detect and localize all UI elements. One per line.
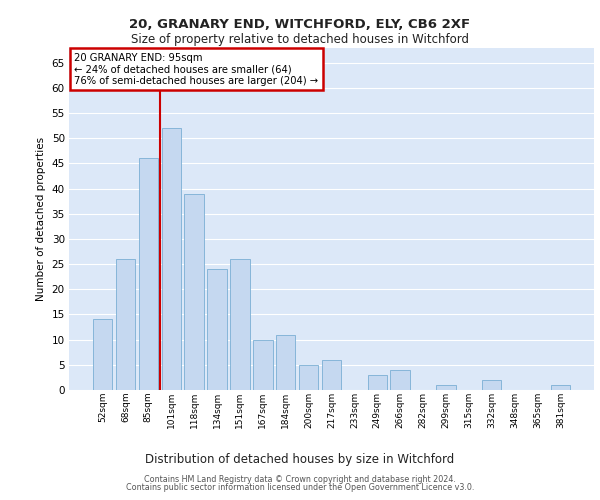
Bar bbox=[482, 380, 502, 390]
Bar bbox=[391, 370, 410, 390]
Bar bbox=[139, 158, 158, 390]
Text: Contains HM Land Registry data © Crown copyright and database right 2024.: Contains HM Land Registry data © Crown c… bbox=[144, 475, 456, 484]
Text: Contains public sector information licensed under the Open Government Licence v3: Contains public sector information licen… bbox=[126, 483, 474, 492]
Text: Size of property relative to detached houses in Witchford: Size of property relative to detached ho… bbox=[131, 32, 469, 46]
Bar bbox=[93, 320, 112, 390]
Bar bbox=[276, 334, 295, 390]
Text: 20, GRANARY END, WITCHFORD, ELY, CB6 2XF: 20, GRANARY END, WITCHFORD, ELY, CB6 2XF bbox=[130, 18, 470, 30]
Bar bbox=[322, 360, 341, 390]
Bar bbox=[230, 259, 250, 390]
Bar bbox=[299, 365, 319, 390]
Text: 20 GRANARY END: 95sqm
← 24% of detached houses are smaller (64)
76% of semi-deta: 20 GRANARY END: 95sqm ← 24% of detached … bbox=[74, 52, 319, 86]
Y-axis label: Number of detached properties: Number of detached properties bbox=[36, 136, 46, 301]
Bar bbox=[368, 375, 387, 390]
Bar bbox=[184, 194, 204, 390]
Bar bbox=[551, 385, 570, 390]
Bar bbox=[253, 340, 272, 390]
Bar bbox=[116, 259, 135, 390]
Text: Distribution of detached houses by size in Witchford: Distribution of detached houses by size … bbox=[145, 453, 455, 466]
Bar bbox=[161, 128, 181, 390]
Bar bbox=[208, 269, 227, 390]
Bar bbox=[436, 385, 455, 390]
